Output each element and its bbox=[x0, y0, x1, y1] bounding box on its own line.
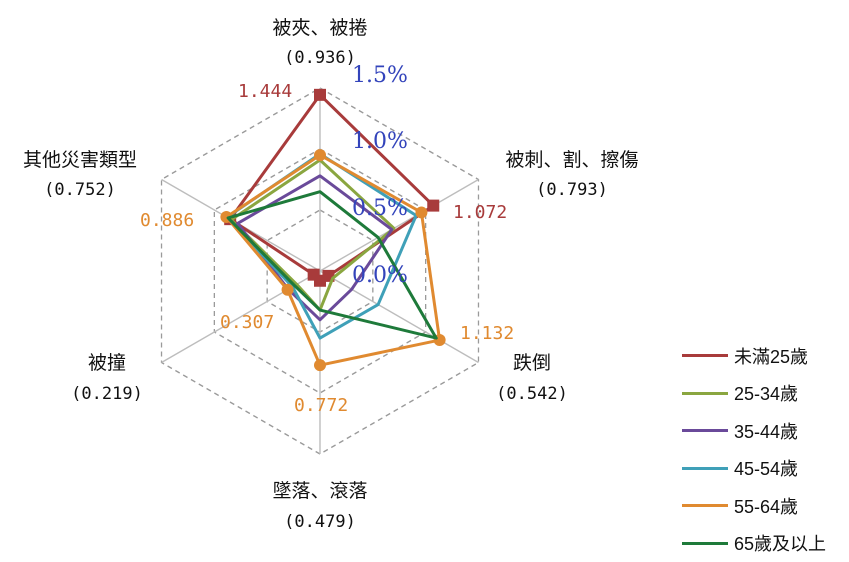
series-marker bbox=[314, 149, 326, 161]
legend-swatch bbox=[682, 392, 728, 395]
axis-average-value: (0.542) bbox=[496, 384, 568, 404]
tick-label: 0.0% bbox=[352, 263, 408, 288]
legend-swatch bbox=[682, 542, 728, 545]
legend-label: 45-54歲 bbox=[734, 455, 798, 481]
tick-label: 0.5% bbox=[352, 196, 408, 221]
tick-label: 1.5% bbox=[352, 63, 408, 88]
data-label: 0.886 bbox=[140, 210, 194, 231]
series-marker bbox=[314, 89, 326, 101]
axis-average-value: (0.219) bbox=[71, 384, 143, 404]
axis-label: 被刺、割、擦傷 bbox=[505, 149, 638, 171]
axis-label: 被撞 bbox=[88, 352, 126, 374]
legend-item: 55-64歲 bbox=[682, 487, 849, 525]
axis-label: 跌倒 bbox=[513, 352, 551, 374]
legend-item: 25-34歲 bbox=[682, 375, 849, 413]
legend-swatch bbox=[682, 354, 728, 357]
legend-item: 65歲及以上 bbox=[682, 525, 849, 562]
series-marker bbox=[308, 269, 320, 281]
legend-item: 35-44歲 bbox=[682, 412, 849, 450]
axis-average-value: (0.793) bbox=[536, 180, 608, 200]
legend: 未滿25歲 25-34歲 35-44歲 45-54歲 55-64歲 65歲及以上 bbox=[682, 337, 849, 562]
data-label: 0.772 bbox=[294, 395, 348, 416]
legend-label: 未滿25歲 bbox=[734, 343, 808, 369]
axis-label: 墜落、滾落 bbox=[272, 480, 367, 502]
legend-swatch bbox=[682, 467, 728, 470]
axis-average-value: (0.936) bbox=[284, 48, 356, 68]
legend-label: 25-34歲 bbox=[734, 380, 798, 406]
legend-label: 55-64歲 bbox=[734, 493, 798, 519]
legend-label: 65歲及以上 bbox=[734, 530, 826, 556]
axis-average-value: (0.752) bbox=[44, 180, 116, 200]
data-label: 1.444 bbox=[238, 81, 292, 102]
series-marker bbox=[427, 200, 439, 212]
series-marker bbox=[282, 284, 294, 296]
axis-label: 被夾、被捲 bbox=[272, 17, 367, 39]
series-marker bbox=[415, 206, 427, 218]
axis-average-value: (0.479) bbox=[284, 512, 356, 532]
data-label: 1.072 bbox=[453, 202, 507, 223]
legend-item: 45-54歲 bbox=[682, 450, 849, 488]
axis-label: 其他災害類型 bbox=[23, 149, 137, 171]
tick-label: 1.0% bbox=[352, 129, 408, 154]
legend-label: 35-44歲 bbox=[734, 418, 798, 444]
legend-swatch bbox=[682, 429, 728, 432]
data-label: 0.307 bbox=[220, 312, 274, 333]
legend-item: 未滿25歲 bbox=[682, 337, 849, 375]
data-label: 1.132 bbox=[460, 323, 514, 344]
legend-swatch bbox=[682, 504, 728, 507]
data-labels: 1.444 1.072 1.132 0.772 0.307 0.886 bbox=[140, 81, 514, 416]
series-marker bbox=[314, 359, 326, 371]
